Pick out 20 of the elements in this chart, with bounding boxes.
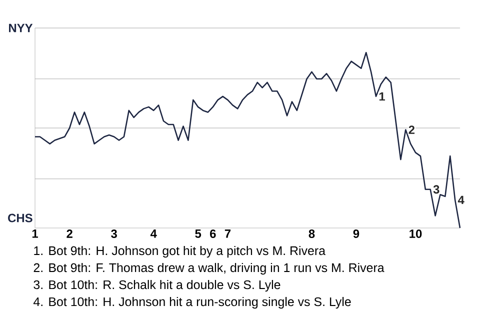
annotation: 4 (458, 196, 464, 204)
annotation: 3 (433, 185, 440, 194)
x-tick-label: 6 (210, 230, 216, 238)
x-tick-label: 5 (195, 230, 202, 238)
x-tick-label: 8 (308, 230, 315, 238)
x-tick-label: 7 (224, 230, 231, 238)
text: 2. Bot 9th: F. Thomas drew a walk, driving in 1 run vs M. Rivera (34, 262, 384, 275)
annotation: 1 (379, 92, 385, 101)
text: CHS (8, 214, 32, 222)
text: 4. Bot 10th: H. Johnson hit a run-scoring single vs S. Lyle (33, 296, 351, 309)
x-tick-label: 3 (111, 230, 117, 238)
text: 1. Bot 9th: H. Johnson got hit by a pitch vs M. Rivera (34, 246, 326, 258)
x-tick-label: 9 (353, 230, 360, 238)
annotation: 2 (408, 126, 414, 134)
x-tick-label: 1 (32, 230, 38, 238)
x-tick-label: 2 (66, 230, 72, 238)
text: 3. Bot 10th: R. Schalk hit a double vs S. Lyle (34, 280, 280, 292)
x-tick-label: 10 (410, 230, 422, 238)
x-tick-label: 4 (150, 230, 157, 238)
text: NYY (9, 24, 33, 32)
